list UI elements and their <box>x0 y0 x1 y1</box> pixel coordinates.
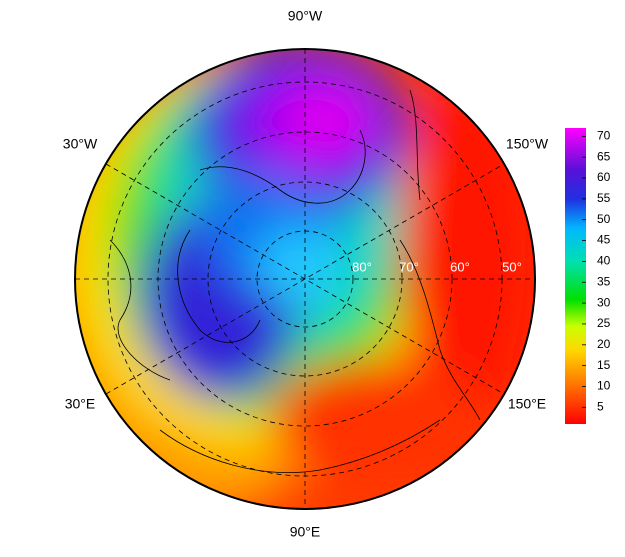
longitude-label: 150°E <box>508 396 546 412</box>
colorbar-tick-label: 35 <box>597 274 611 288</box>
colorbar-tick-label: 10 <box>597 379 611 393</box>
longitude-label: 150°W <box>506 136 549 152</box>
map-border <box>74 48 536 510</box>
longitude-label: 90°W <box>288 8 323 24</box>
colorbar-tick-label: 60 <box>597 170 611 184</box>
colorbar-tick-label: 15 <box>597 358 611 372</box>
latitude-label: 80° <box>352 259 372 274</box>
latitude-label: 60° <box>450 259 470 274</box>
latitude-label: 50° <box>502 259 522 274</box>
colorbar-tick-label: 70 <box>597 129 611 143</box>
longitude-label: 30°E <box>65 396 96 412</box>
colorbar-tick-label: 25 <box>597 316 611 330</box>
longitude-label: 90°E <box>290 524 321 540</box>
colorbar-tick-label: 30 <box>597 295 611 309</box>
colorbar-tick-label: 55 <box>597 191 611 205</box>
field <box>75 49 535 509</box>
colorbar-tick-label: 65 <box>597 149 611 163</box>
colorbar-tick-label: 5 <box>597 399 604 413</box>
longitude-label: 30°W <box>63 136 98 152</box>
colorbar-tick-label: 40 <box>597 254 611 268</box>
colorbar <box>565 128 586 424</box>
latitude-label: 70° <box>399 259 419 274</box>
colorbar-tick-label: 50 <box>597 212 611 226</box>
colorbar-tick-label: 45 <box>597 233 611 247</box>
colorbar-tick-label: 20 <box>597 337 611 351</box>
